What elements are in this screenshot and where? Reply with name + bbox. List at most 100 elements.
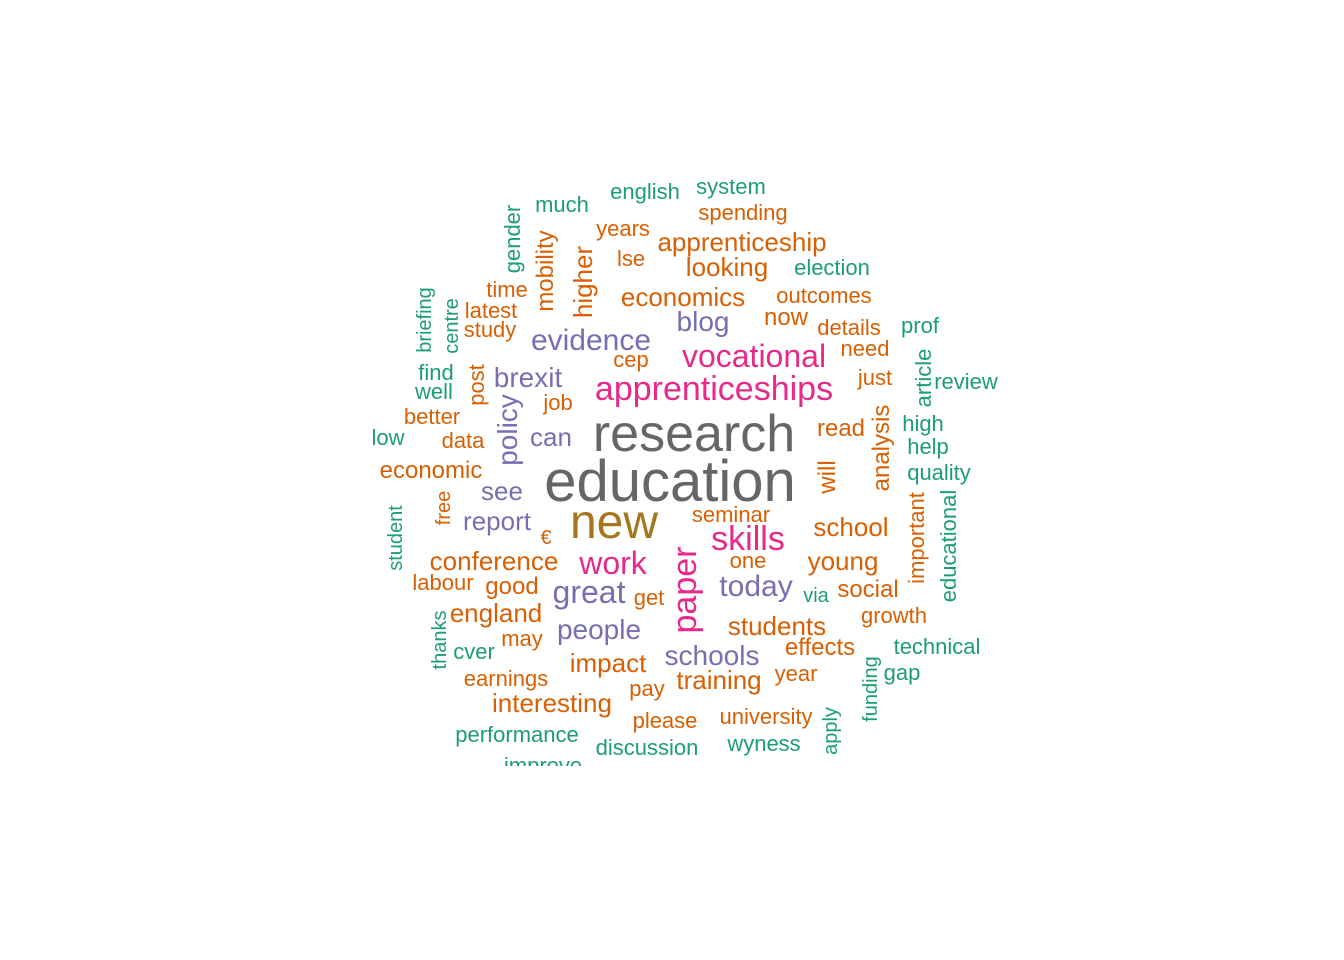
word-brexit: brexit — [493, 362, 563, 393]
word-cver: cver — [453, 639, 495, 664]
word-will: will — [814, 460, 841, 494]
word-see: see — [481, 476, 523, 506]
word-discussion: discussion — [595, 735, 699, 760]
word-review: review — [934, 369, 998, 394]
word-system: system — [696, 174, 766, 199]
word-economics: economics — [620, 282, 746, 312]
word-new: new — [569, 496, 659, 549]
word-mobility: mobility — [532, 230, 559, 312]
word-article: article — [911, 348, 936, 408]
word-year: year — [774, 661, 818, 686]
word-important: important — [904, 492, 929, 584]
word-cep: cep — [613, 347, 649, 372]
word-get: get — [633, 585, 665, 610]
word-england: england — [449, 598, 543, 628]
word-data: data — [441, 428, 485, 453]
word-can: can — [530, 422, 572, 452]
word-great: great — [552, 574, 626, 610]
word-need: need — [840, 336, 890, 361]
word-schools: schools — [664, 640, 760, 671]
word-find: find — [418, 360, 454, 385]
word-years: years — [596, 216, 650, 241]
word-free: free — [433, 490, 455, 526]
word-now: now — [763, 304, 809, 331]
word-analysis: analysis — [868, 404, 895, 492]
word-briefing: briefing — [414, 287, 436, 353]
word-today: today — [719, 570, 793, 603]
word-technical: technical — [893, 634, 981, 659]
word-post: post — [464, 364, 489, 406]
word-gap: gap — [883, 660, 921, 685]
word-higher: higher — [568, 245, 598, 319]
word-students: students — [727, 611, 827, 641]
word-english: english — [610, 179, 680, 204]
word-election: election — [794, 255, 870, 280]
word-policy: policy — [492, 394, 523, 466]
word-please: please — [632, 708, 698, 733]
word-growth: growth — [860, 603, 928, 628]
word-well: well — [415, 379, 453, 404]
word-thanks: thanks — [429, 610, 451, 670]
word-job: job — [543, 390, 573, 415]
word-may: may — [501, 626, 543, 651]
word-seminar: seminar — [691, 502, 771, 527]
word-apply: apply — [820, 707, 842, 755]
word-interesting: interesting — [492, 688, 612, 718]
word-details: details — [817, 315, 881, 340]
word-vocational: vocational — [681, 338, 827, 374]
word-cloud-area: education research new apprenticeships vocat… — [360, 160, 1020, 767]
word-prof: prof — [901, 313, 939, 338]
word-time: time — [486, 277, 528, 302]
word-evidence: evidence — [530, 324, 652, 357]
word-improve: improve — [503, 753, 583, 767]
word-apprenticeship: apprenticeship — [657, 227, 827, 257]
word-latest: latest — [464, 298, 518, 323]
word-impact: impact — [569, 648, 647, 678]
word-apprenticeships: apprenticeships — [594, 370, 834, 408]
word-good: good — [485, 573, 539, 600]
word-earnings: earnings — [463, 666, 549, 691]
word-lse: lse — [616, 246, 646, 271]
word-labour: labour — [412, 570, 474, 595]
word-better: better — [403, 404, 461, 429]
word-paper: paper — [666, 546, 704, 634]
word-quality: quality — [907, 460, 971, 485]
word-wyness: wyness — [727, 731, 801, 756]
word-one: one — [729, 548, 767, 573]
word-performance: performance — [455, 722, 579, 747]
word-report: report — [463, 506, 531, 536]
word-education: education — [544, 449, 796, 514]
word-just: just — [857, 365, 893, 390]
word-looking: looking — [685, 252, 769, 282]
word-educational: educational — [936, 489, 961, 603]
word-study: study — [463, 317, 517, 342]
word-university: university — [719, 704, 813, 729]
word-people: people — [556, 614, 642, 645]
word-economic: economic — [379, 457, 483, 484]
word-high: high — [902, 411, 944, 436]
word-gender: gender — [500, 204, 525, 274]
word-euro: € — [540, 527, 552, 549]
word-help: help — [907, 434, 949, 459]
word-training: training — [676, 665, 762, 695]
word-much: much — [535, 192, 589, 217]
word-social: social — [837, 576, 899, 603]
word-read: read — [816, 415, 866, 442]
word-low: low — [371, 425, 405, 450]
word-outcomes: outcomes — [776, 283, 872, 308]
word-effects: effects — [784, 634, 856, 661]
word-pay: pay — [629, 676, 665, 701]
word-school: school — [813, 512, 889, 542]
word-conference: conference — [429, 546, 559, 576]
word-via: via — [803, 585, 829, 607]
word-funding: funding — [860, 656, 882, 722]
word-work: work — [579, 545, 647, 581]
word-student: student — [385, 505, 407, 571]
word-research: research — [592, 405, 796, 463]
word-centre: centre — [441, 298, 463, 354]
word-young: young — [807, 546, 879, 576]
word-spending: spending — [698, 200, 788, 225]
word-blog: blog — [676, 306, 730, 337]
word-skills: skills — [711, 520, 785, 558]
